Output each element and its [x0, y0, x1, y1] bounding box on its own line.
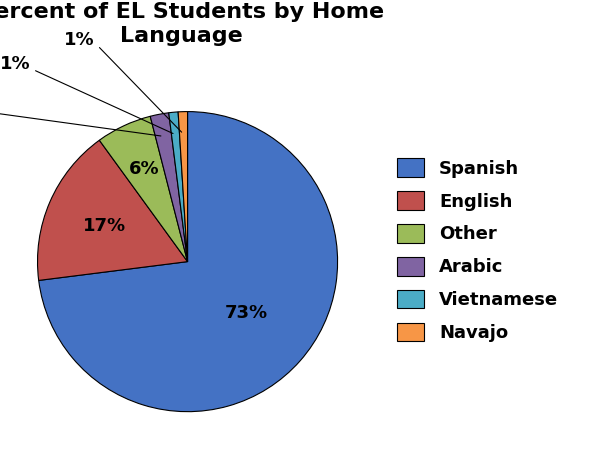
Wedge shape	[169, 112, 188, 262]
Wedge shape	[150, 113, 188, 262]
Wedge shape	[38, 140, 188, 280]
Text: Percent of EL Students by Home
Language: Percent of EL Students by Home Language	[0, 2, 385, 46]
Wedge shape	[178, 111, 188, 262]
Wedge shape	[39, 111, 338, 412]
Wedge shape	[99, 116, 188, 262]
Text: 17%: 17%	[83, 217, 126, 235]
Text: 1%: 1%	[0, 55, 30, 72]
Text: 1%: 1%	[64, 30, 95, 49]
Text: 6%: 6%	[129, 160, 160, 178]
Legend: Spanish, English, Other, Arabic, Vietnamese, Navajo: Spanish, English, Other, Arabic, Vietnam…	[390, 151, 565, 349]
Text: 73%: 73%	[224, 304, 267, 322]
